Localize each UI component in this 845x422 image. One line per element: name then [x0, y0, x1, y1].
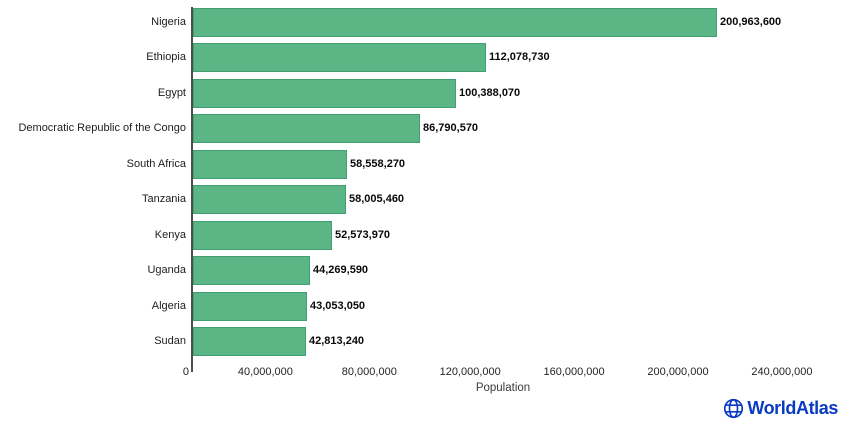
bar: [193, 114, 420, 144]
worldatlas-logo[interactable]: WorldAtlas: [723, 398, 838, 419]
bar: [193, 78, 456, 108]
x-tick-label: 40,000,000: [237, 366, 293, 378]
category-label: Kenya: [154, 228, 186, 241]
category-label: Ethiopia: [146, 51, 186, 64]
category-label: South Africa: [126, 157, 186, 170]
bar: [193, 220, 332, 250]
x-axis-title: Population: [475, 382, 531, 394]
chart-row: Tanzania 58,005,460: [0, 185, 845, 215]
category-label: Nigeria: [151, 16, 186, 28]
category-label: Uganda: [147, 264, 186, 277]
chart-row: Democratic Republic of the Congo 86,790,5…: [0, 114, 845, 144]
y-axis-line: [191, 7, 193, 372]
bar: [193, 291, 307, 321]
chart-row: Egypt 100,388,070: [0, 78, 845, 109]
chart-row: Algeria 43,053,050: [0, 291, 845, 322]
value-label: 112,078,730: [489, 51, 550, 64]
value-label: 44,269,590: [313, 264, 369, 277]
bar: [193, 149, 347, 179]
x-tick-label: 160,000,000: [543, 366, 605, 378]
category-label: Democratic Republic of the Congo: [18, 122, 186, 135]
worldatlas-wordmark: WorldAtlas: [747, 398, 838, 418]
chart-row: Uganda 44,269,590: [0, 256, 845, 286]
value-label: 43,053,050: [310, 299, 366, 312]
category-label: Tanzania: [141, 193, 186, 206]
x-tick-label: 120,000,000: [439, 366, 501, 378]
chart-row: Ethiopia 112,078,730: [0, 43, 845, 73]
category-label: Algeria: [151, 299, 186, 312]
chart-row: Nigeria 200,963,600: [0, 8, 845, 38]
x-tick-label: 240,000,000: [751, 366, 813, 378]
value-label: 200,963,600: [720, 16, 782, 28]
category-label: Sudan: [154, 335, 186, 348]
value-label: 58,005,460: [349, 193, 405, 206]
bar: [193, 185, 346, 215]
category-label: Egypt: [157, 86, 186, 99]
value-label: 52,573,970: [335, 228, 391, 241]
value-label: 100,388,070: [459, 86, 521, 99]
value-label: 42,813,240: [309, 335, 365, 348]
bar: [193, 256, 310, 286]
bar: [193, 327, 306, 357]
chart-row: Kenya 52,573,970: [0, 220, 845, 251]
value-label: 58,558,270: [350, 157, 406, 170]
value-label: 86,790,570: [423, 122, 479, 135]
chart-row: South Africa 58,558,270: [0, 149, 845, 180]
chart-row: Sudan 42,813,240: [0, 327, 845, 357]
x-tick-label: 0: [182, 366, 189, 378]
x-tick-label: 200,000,000: [647, 366, 709, 378]
bar: [193, 43, 486, 73]
bar: [193, 8, 717, 37]
globe-icon: [723, 398, 744, 419]
x-tick-label: 80,000,000: [341, 366, 397, 378]
